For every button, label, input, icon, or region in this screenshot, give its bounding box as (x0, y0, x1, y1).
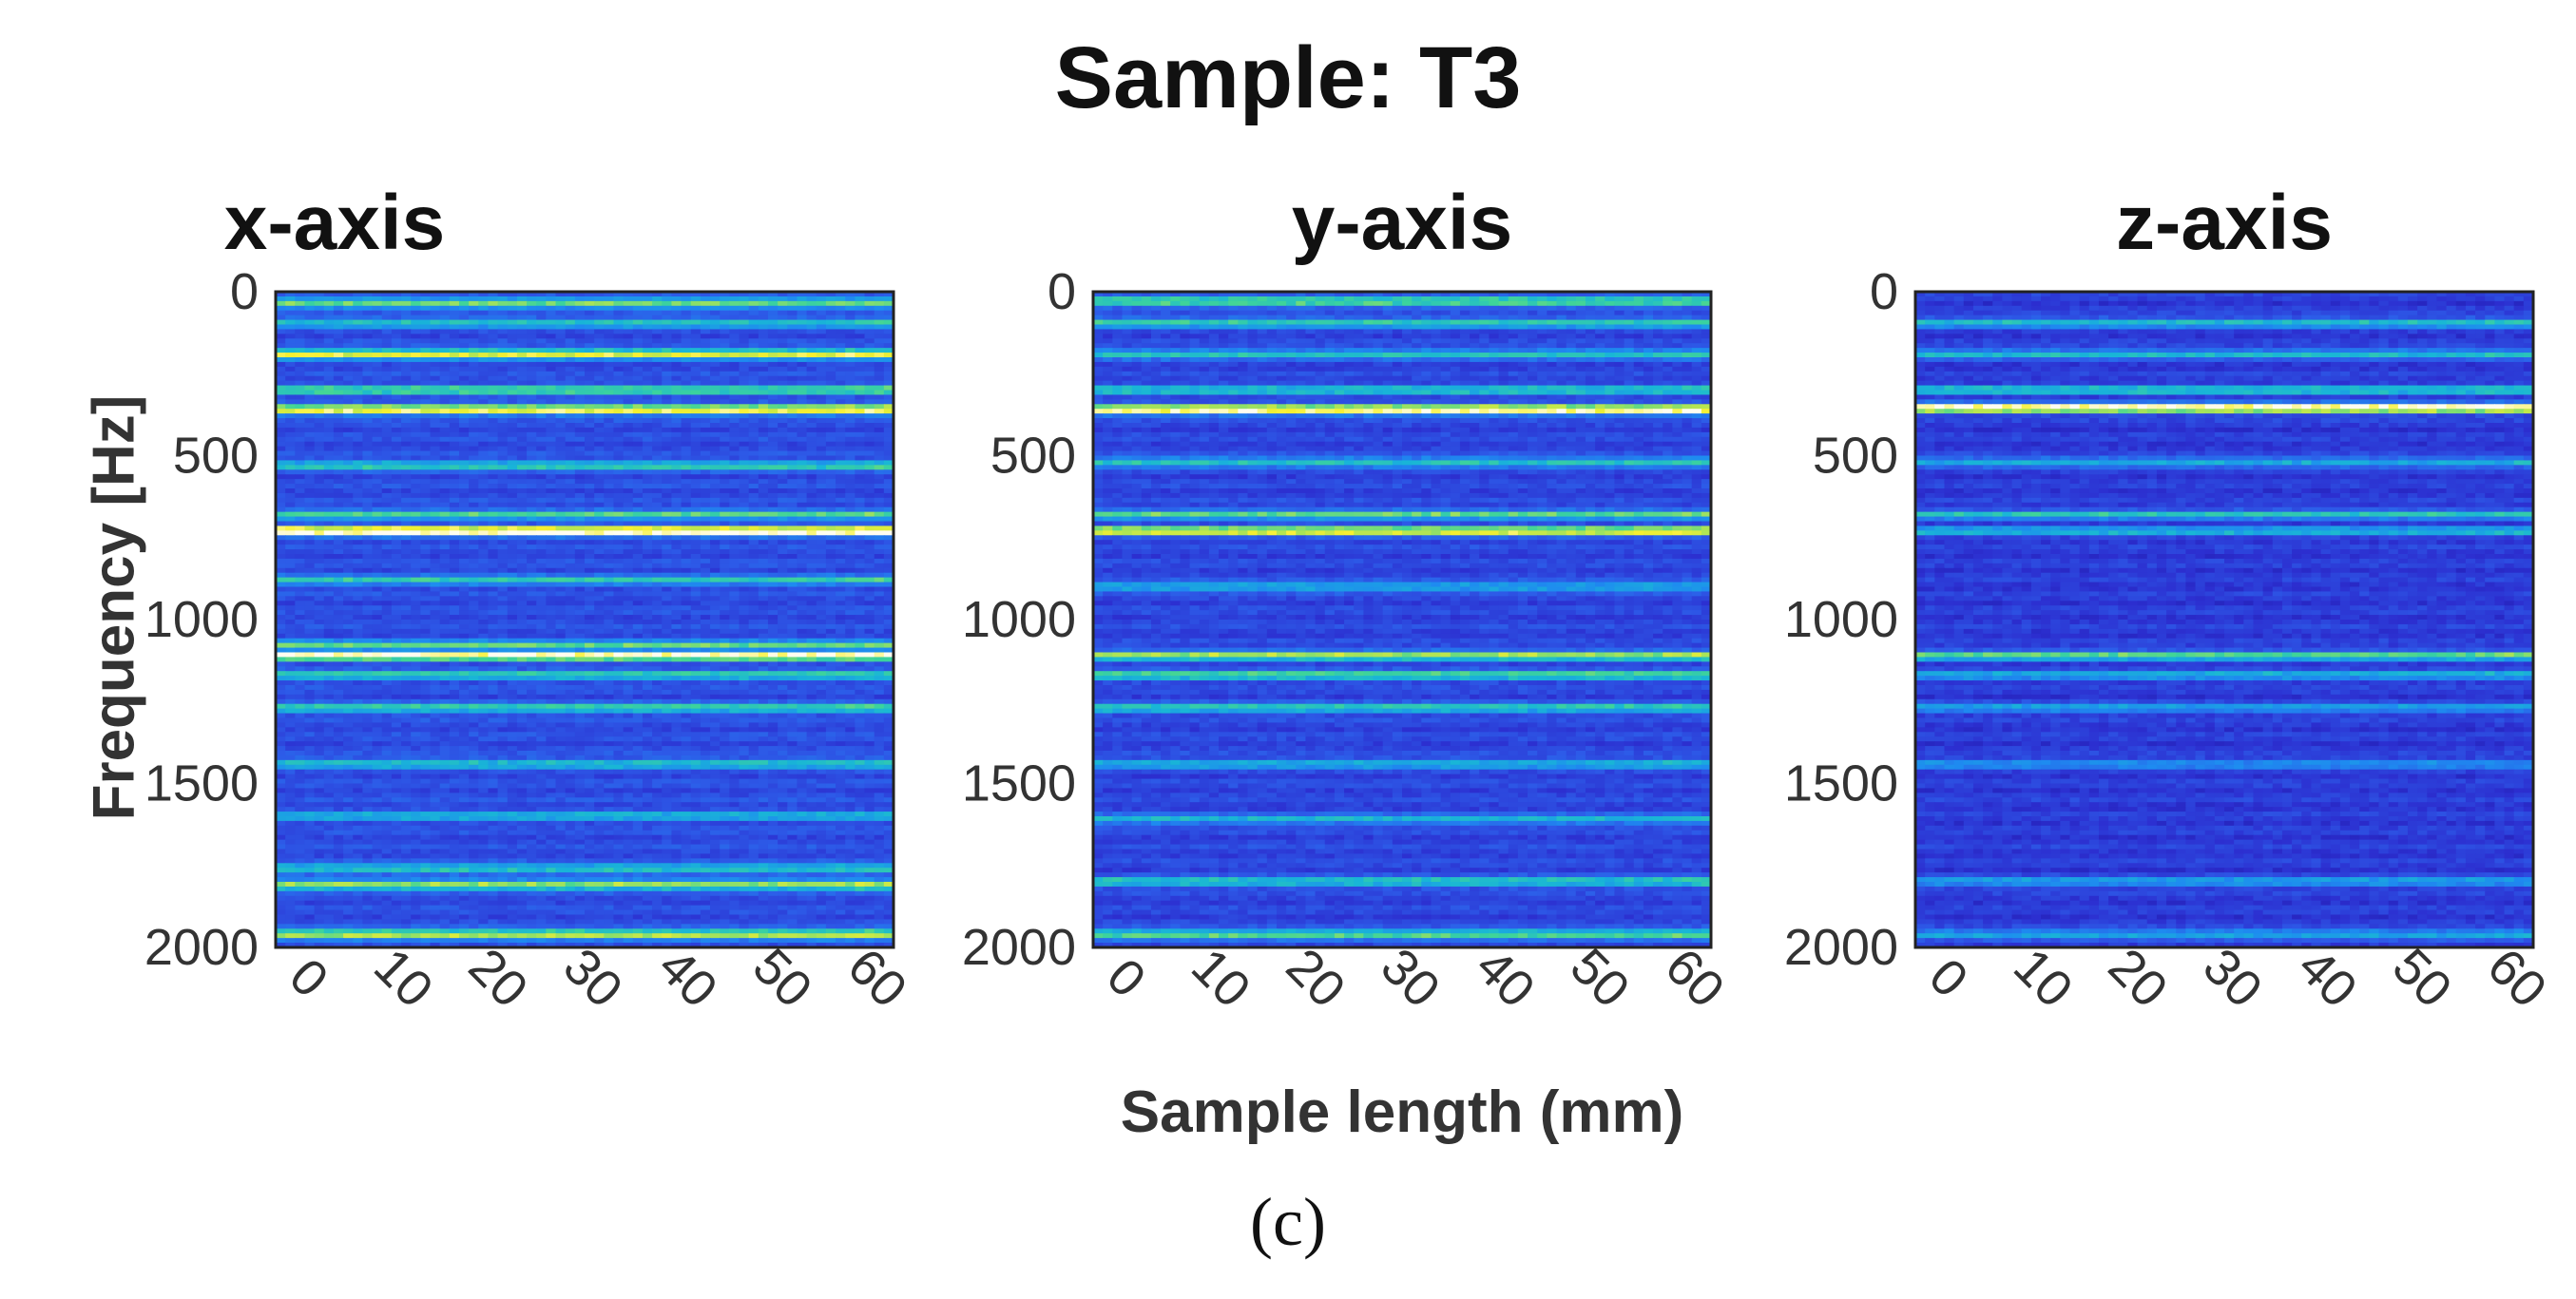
x-tick-label: 20 (458, 938, 539, 1019)
heatmap-x-axis (276, 292, 894, 948)
y-tick-label: 500 (1813, 428, 1898, 485)
x-tick-label: 40 (1465, 938, 1546, 1019)
y-tick-label: 1500 (1784, 755, 1898, 812)
x-tick-label: 60 (836, 938, 917, 1019)
y-tick-label: 1000 (962, 591, 1076, 648)
x-tick-label: 0 (1096, 947, 1157, 1008)
x-axis-label: Sample length (mm) (1093, 1079, 1711, 1146)
x-tick-label: 30 (2192, 938, 2273, 1019)
y-tick-label: 500 (173, 428, 259, 485)
x-tick-label: 60 (1654, 938, 1735, 1019)
x-tick-label: 40 (647, 938, 728, 1019)
heatmap-z-axis (1915, 292, 2534, 948)
x-tick-label: 30 (1370, 938, 1451, 1019)
y-tick-label: 2000 (1784, 919, 1898, 976)
x-tick-label: 60 (2476, 938, 2557, 1019)
figure-caption: (c) (0, 1183, 2576, 1262)
y-tick-label: 1000 (1784, 591, 1898, 648)
x-tick-label: 20 (2098, 938, 2179, 1019)
y-tick-label: 1500 (962, 755, 1076, 812)
x-tick-label: 10 (363, 938, 444, 1019)
x-tick-label: 20 (1276, 938, 1356, 1019)
x-tick-label: 10 (2003, 938, 2084, 1019)
heatmap-y-axis (1093, 292, 1712, 948)
y-tick-label: 2000 (144, 919, 259, 976)
x-tick-label: 50 (2382, 938, 2463, 1019)
y-tick-label: 0 (1870, 263, 1898, 320)
y-tick-label: 2000 (962, 919, 1076, 976)
y-tick-label: 0 (1048, 263, 1076, 320)
y-tick-label: 1000 (144, 591, 259, 648)
x-tick-label: 50 (1560, 938, 1641, 1019)
x-tick-label: 40 (2287, 938, 2368, 1019)
x-tick-label: 10 (1181, 938, 1261, 1019)
x-tick-label: 30 (552, 938, 633, 1019)
y-tick-label: 1500 (144, 755, 259, 812)
x-tick-label: 0 (1918, 947, 1979, 1008)
y-tick-label: 500 (990, 428, 1076, 485)
y-tick-label: 0 (230, 263, 259, 320)
x-tick-label: 50 (742, 938, 823, 1019)
x-tick-label: 0 (279, 947, 339, 1008)
